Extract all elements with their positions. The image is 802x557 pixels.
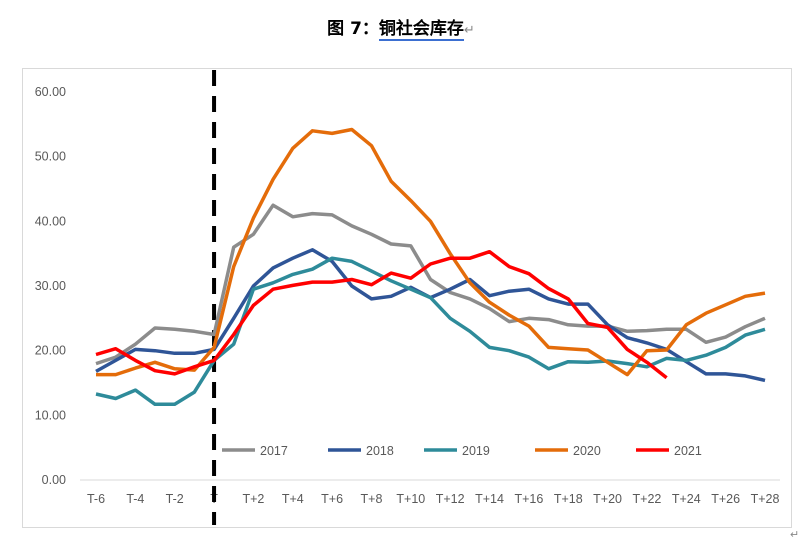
x-tick-label: T+2: [242, 492, 264, 506]
y-tick-label: 0.00: [42, 473, 66, 487]
x-tick-label: T+22: [633, 492, 662, 506]
series-line-2021: [95, 249, 668, 380]
legend-label-2020: 2020: [573, 444, 601, 458]
x-tick-label: T+14: [475, 492, 504, 506]
legend-label-2018: 2018: [366, 444, 394, 458]
series-line-2020: [96, 127, 766, 377]
chart-title: 图 7：铜社会库存↵: [0, 14, 802, 41]
x-tick-label: T+12: [436, 492, 465, 506]
legend-label-2017: 2017: [260, 444, 288, 458]
x-tick-label: T+10: [396, 492, 425, 506]
x-tick-label: T+26: [711, 492, 740, 506]
paragraph-mark: ↵: [463, 23, 475, 38]
y-tick-label: 60.00: [35, 85, 66, 99]
y-tick-label: 20.00: [35, 344, 66, 358]
series-line-2017: [95, 203, 766, 366]
y-tick-label: 10.00: [35, 408, 66, 422]
paragraph-mark: ↵: [790, 529, 800, 541]
legend-label-2021: 2021: [674, 444, 702, 458]
x-tick-label: T-4: [126, 492, 144, 506]
title-prefix: 图 7：: [327, 19, 379, 39]
x-tick-label: T+8: [361, 492, 383, 506]
legend-label-2019: 2019: [462, 444, 490, 458]
x-tick-label: T-2: [166, 492, 184, 506]
x-tick-label: T+4: [282, 492, 304, 506]
y-tick-label: 30.00: [35, 279, 66, 293]
series-line-2019: [95, 256, 766, 407]
y-tick-label: 50.00: [35, 150, 66, 164]
x-tick-label: T+16: [514, 492, 543, 506]
x-tick-label: T+20: [593, 492, 622, 506]
x-tick-label: T+18: [554, 492, 583, 506]
x-tick-label: T+24: [672, 492, 701, 506]
x-tick-label: T+6: [321, 492, 343, 506]
x-tick-label: T-6: [87, 492, 105, 506]
title-main: 铜社会库存: [378, 19, 464, 41]
y-tick-label: 40.00: [35, 214, 66, 228]
chart-frame: [22, 68, 792, 528]
x-tick-label: T+28: [751, 492, 780, 506]
